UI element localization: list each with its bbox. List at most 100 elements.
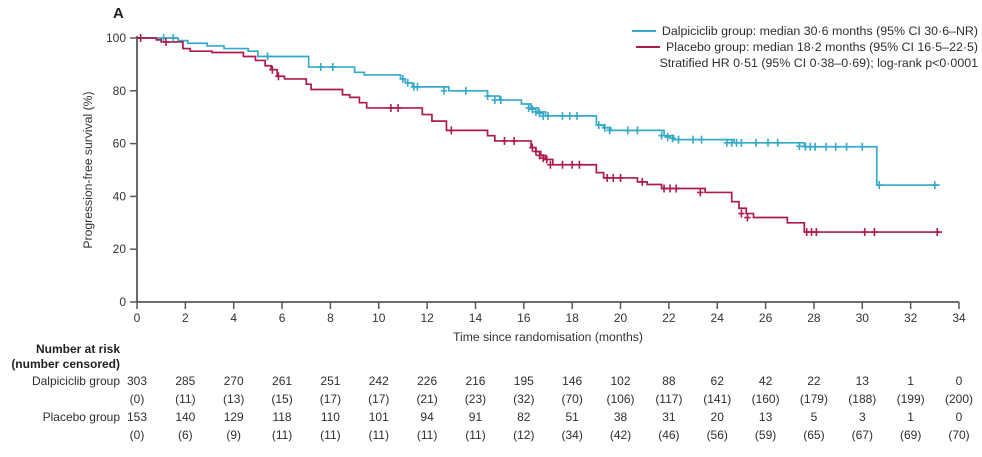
risk-table-header-2: (number censored) — [11, 357, 120, 371]
at-risk-value: 261 — [272, 374, 293, 388]
x-tick-label: 28 — [807, 311, 821, 325]
censored-value: (13) — [223, 392, 245, 406]
at-risk-value: 1 — [907, 410, 914, 424]
censored-value: (32) — [513, 392, 535, 406]
x-tick-label: 24 — [711, 311, 725, 325]
at-risk-value: 270 — [223, 374, 244, 388]
censored-value: (12) — [513, 428, 535, 442]
censored-value: (141) — [703, 392, 732, 406]
x-tick-label: 26 — [759, 311, 773, 325]
censored-value: (11) — [175, 392, 196, 406]
legend-entry-placebo: Placebo group: median 18·2 months (95% C… — [632, 39, 978, 55]
at-risk-value: 110 — [320, 410, 340, 424]
at-risk-value: 226 — [417, 374, 438, 388]
censored-value: (6) — [178, 428, 193, 442]
censored-value: (11) — [320, 428, 341, 442]
at-risk-value: 62 — [710, 374, 724, 388]
at-risk-value: 91 — [468, 410, 483, 424]
x-tick-label: 18 — [565, 311, 579, 325]
censored-value: (46) — [658, 428, 680, 442]
censored-value: (17) — [368, 392, 390, 406]
censored-value: (11) — [416, 428, 438, 442]
x-tick-label: 12 — [420, 311, 434, 325]
legend-entry-dalpiciclib: Dalpiciclib group: median 30·6 months (9… — [631, 23, 978, 39]
at-risk-value: 5 — [810, 410, 818, 424]
risk-table-header-1: Number at risk — [35, 342, 120, 356]
censored-value: (11) — [465, 428, 486, 442]
censored-value: (17) — [319, 392, 342, 406]
at-risk-value: 251 — [320, 374, 341, 388]
y-tick-label: 60 — [113, 137, 127, 151]
at-risk-value: 3 — [858, 410, 866, 424]
censored-value: (23) — [464, 392, 487, 406]
at-risk-value: 42 — [758, 374, 773, 388]
x-axis-label: Time since randomisation (months) — [453, 330, 643, 344]
at-risk-value: 242 — [368, 374, 389, 388]
at-risk-value: 51 — [565, 410, 579, 424]
censored-value: (70) — [948, 428, 970, 442]
at-risk-value: 1 — [907, 374, 914, 388]
y-tick-label: 80 — [113, 84, 127, 98]
dalpiciclib-line-swatch — [631, 30, 656, 32]
censored-value: (199) — [896, 392, 925, 406]
y-tick-label: 0 — [119, 295, 126, 309]
censored-value: (0) — [129, 392, 145, 406]
x-tick-label: 20 — [614, 311, 628, 325]
censored-value: (69) — [899, 428, 922, 442]
censored-value: (179) — [799, 392, 828, 406]
y-tick-label: 40 — [113, 189, 127, 203]
at-risk-value: 0 — [955, 410, 963, 424]
x-tick-label: 30 — [856, 311, 870, 325]
censored-value: (200) — [944, 392, 974, 406]
at-risk-value: 82 — [517, 410, 531, 424]
x-tick-label: 10 — [372, 311, 386, 325]
censored-value: (56) — [706, 428, 728, 442]
stratified-hr-note: Stratified HR 0·51 (95% CI 0·38–0·69); l… — [659, 56, 978, 70]
censored-value: (42) — [609, 428, 632, 442]
y-tick-label: 100 — [106, 31, 126, 45]
km-curve-placebo — [137, 37, 943, 233]
x-tick-label: 6 — [279, 311, 286, 325]
placebo-line-swatch — [635, 46, 660, 48]
censored-value: (15) — [271, 392, 293, 406]
at-risk-value: 88 — [662, 374, 676, 388]
censored-value: (59) — [754, 428, 777, 442]
at-risk-value: 153 — [126, 410, 148, 424]
censored-value: (65) — [803, 428, 825, 442]
at-risk-value: 118 — [272, 410, 292, 424]
x-tick-label: 14 — [469, 311, 483, 325]
at-risk-value: 20 — [710, 410, 724, 424]
censored-value: (0) — [129, 428, 145, 442]
at-risk-value: 13 — [855, 374, 869, 388]
risk-row-label-dalpiciclib: Dalpiciclib group — [31, 374, 120, 388]
at-risk-value: 216 — [465, 374, 486, 388]
x-tick-label: 4 — [230, 311, 237, 325]
legend-label-placebo: Placebo group: median 18·2 months (95% C… — [665, 40, 978, 54]
x-tick-label: 2 — [182, 311, 189, 325]
censored-value: (34) — [561, 428, 583, 442]
y-tick-label: 20 — [113, 242, 127, 256]
x-tick-label: 32 — [904, 311, 918, 325]
legend: Dalpiciclib group: median 30·6 months (9… — [631, 23, 978, 71]
at-risk-value: 13 — [758, 410, 773, 424]
legend-label-dalpiciclib: Dalpiciclib group: median 30·6 months (9… — [661, 24, 978, 38]
censored-value: (117) — [655, 392, 683, 406]
risk-row-label-placebo: Placebo group — [42, 410, 120, 424]
at-risk-value: 22 — [807, 374, 821, 388]
y-axis-label: Progression-free survival (%) — [81, 91, 95, 249]
at-risk-value: 94 — [420, 410, 434, 424]
x-tick-label: 22 — [662, 311, 676, 325]
censored-value: (21) — [416, 392, 438, 406]
x-tick-label: 34 — [952, 311, 966, 325]
censored-value: (188) — [848, 392, 877, 406]
at-risk-value: 38 — [613, 410, 628, 424]
censored-value: (9) — [226, 428, 242, 442]
x-tick-label: 0 — [134, 311, 141, 325]
censored-value: (160) — [751, 392, 780, 406]
at-risk-value: 101 — [368, 410, 389, 424]
at-risk-value: 102 — [610, 374, 631, 388]
censored-value: (11) — [271, 428, 293, 442]
at-risk-value: 31 — [662, 410, 676, 424]
